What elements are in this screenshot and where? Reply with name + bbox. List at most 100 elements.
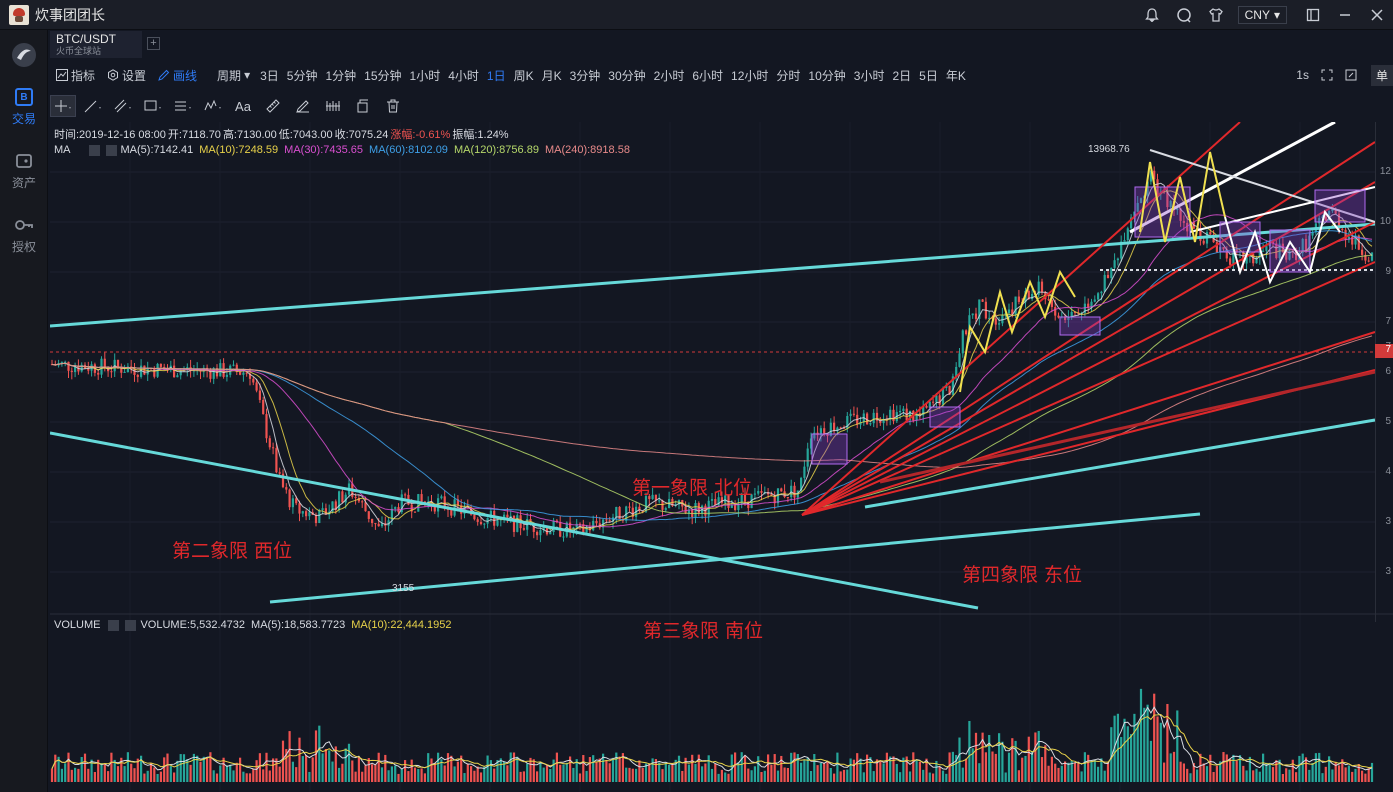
volume-bar [872, 771, 875, 782]
ma-value: MA(30):7435.65 [284, 144, 364, 156]
period-option[interactable]: 2小时 [653, 68, 685, 83]
volume-bar [367, 758, 370, 782]
indicator-button[interactable]: 指标 [56, 67, 95, 84]
period-option[interactable]: 30分钟 [608, 68, 646, 83]
volume-bar [450, 755, 453, 782]
candle-body [572, 527, 575, 532]
volume-bar [638, 760, 641, 782]
volume-bar [635, 768, 638, 782]
period-option[interactable]: 10分钟 [808, 68, 846, 83]
sidebar-logo[interactable] [0, 42, 48, 68]
text-tool[interactable]: Aa [235, 98, 251, 114]
period-option[interactable]: 2日 [892, 68, 912, 83]
volume-bar [140, 755, 143, 782]
period-option[interactable]: 3小时 [853, 68, 885, 83]
line-icon[interactable] [80, 95, 106, 117]
crosshair-icon[interactable] [50, 95, 76, 117]
search-icon[interactable] [1176, 7, 1192, 23]
volume-bar [97, 759, 100, 782]
volume-bar [1304, 757, 1308, 782]
fullscreen-icon[interactable] [1321, 69, 1333, 81]
period-option[interactable]: 6小时 [692, 68, 724, 83]
candle-body [209, 370, 212, 379]
add-tab-button[interactable]: + [147, 37, 160, 50]
period-option[interactable]: 年K [945, 68, 966, 83]
volume-bar [668, 764, 671, 782]
wave-icon[interactable] [200, 95, 226, 117]
window-icon[interactable] [1305, 7, 1321, 23]
close-icon[interactable] [105, 144, 117, 156]
price-axis-tick: 3 [1385, 566, 1391, 577]
candle-body [915, 413, 918, 421]
chart-area[interactable]: 时间:2019-12-16 08:00 开:7118.70 高:7130.00 … [50, 122, 1393, 792]
candle-body [242, 372, 245, 375]
period-option[interactable]: 月K [541, 68, 562, 83]
period-option[interactable]: 4小时 [448, 68, 479, 83]
ma-legend: MA MA(5):7142.41 MA(10):7248.59 MA(30):743… [54, 144, 630, 156]
period-option[interactable]: 周K [513, 68, 534, 83]
toolbar-right: 1s 单 [1290, 62, 1393, 88]
volume-bar [295, 767, 298, 782]
volume-bar [905, 756, 908, 782]
measure-icon[interactable] [320, 95, 346, 117]
fib-icon[interactable] [170, 95, 196, 117]
brush-icon[interactable] [290, 95, 316, 117]
screenshot-icon[interactable] [1345, 69, 1357, 81]
ruler-icon[interactable] [260, 95, 286, 117]
price-chart[interactable] [50, 122, 1393, 792]
candle-body [74, 366, 77, 372]
parallel-icon[interactable] [110, 95, 136, 117]
draw-button[interactable]: 画线 [158, 67, 197, 84]
period-option[interactable]: 1分钟 [325, 68, 357, 83]
period-option[interactable]: 3日 [260, 68, 279, 83]
settings-button[interactable]: 设置 [107, 67, 146, 84]
currency-select[interactable]: CNY ▾ [1237, 6, 1287, 24]
period-option[interactable]: 1小时 [409, 68, 441, 83]
volume-bar [658, 762, 661, 782]
bell-icon[interactable] [1144, 7, 1160, 23]
trash-icon[interactable] [380, 95, 406, 117]
period-dropdown[interactable]: 周期 ▾ [217, 67, 250, 84]
volume-bar [664, 762, 667, 782]
period-option[interactable]: 15分钟 [364, 68, 402, 83]
candle-body [1331, 208, 1334, 212]
volume-bar [753, 766, 756, 782]
close-icon[interactable] [1369, 7, 1385, 23]
settings-icon[interactable] [108, 619, 120, 631]
candle-body [1186, 222, 1189, 232]
minimize-icon[interactable] [1337, 7, 1353, 23]
volume-bar [661, 769, 664, 782]
volume-bar [133, 768, 136, 782]
interval-label[interactable]: 1s [1296, 68, 1309, 82]
volume-bar [585, 770, 588, 782]
symbol-tab[interactable]: BTC/USDT 火币全球站 [50, 31, 142, 58]
volume-bar [750, 770, 753, 782]
volume-bar [684, 757, 687, 782]
sidebar-item-asset[interactable]: 资产 [0, 152, 48, 191]
price-axis[interactable]: 12 10 9 7 7 6 5 4 3 3 [1375, 122, 1393, 622]
settings-icon[interactable] [88, 144, 100, 156]
shirt-icon[interactable] [1208, 7, 1224, 23]
candle-body [374, 523, 377, 525]
volume-bar [918, 761, 921, 782]
volume-bar [196, 755, 199, 782]
period-option[interactable]: 5日 [919, 68, 938, 83]
close-icon[interactable] [125, 619, 137, 631]
single-button[interactable]: 单 [1370, 64, 1393, 86]
period-option[interactable]: 5分钟 [286, 68, 318, 83]
copy-icon[interactable] [350, 95, 376, 117]
period-option[interactable]: 3分钟 [569, 68, 601, 83]
period-option[interactable]: 12小时 [731, 68, 769, 83]
candle-body [638, 506, 641, 511]
symbol-name: BTC/USDT [56, 32, 116, 46]
indicator-icon [56, 69, 68, 81]
volume-bar [245, 773, 248, 782]
volume-bar [856, 753, 859, 782]
period-option[interactable]: 1日 [486, 68, 506, 83]
period-option[interactable]: 分时 [776, 68, 801, 83]
rect-icon[interactable] [140, 95, 166, 117]
sidebar-item-authorize[interactable]: 授权 [0, 216, 48, 255]
sidebar-item-trade[interactable]: B 交易 [0, 88, 48, 127]
sidebar-item-label: 授权 [11, 240, 36, 254]
volume-bar [1341, 759, 1344, 782]
